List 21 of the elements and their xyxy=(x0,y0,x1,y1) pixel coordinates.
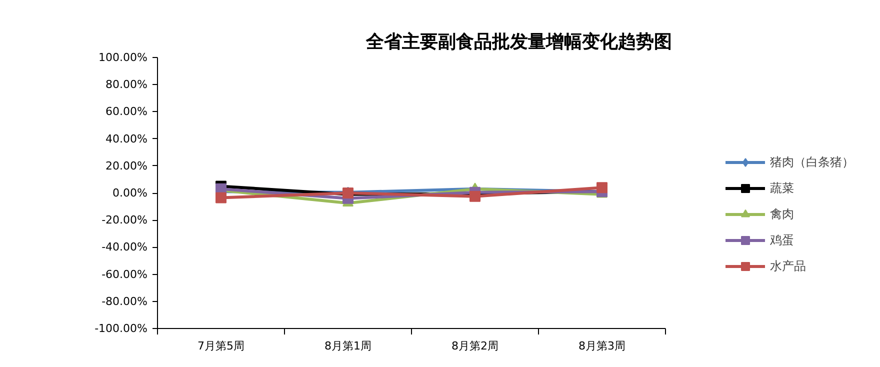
legend-label: 水产品 xyxy=(770,258,806,274)
y-tick-label: -20.00% xyxy=(102,214,148,227)
x-tick-label: 8月第2周 xyxy=(452,340,498,352)
x-tick-label: 7月第5周 xyxy=(198,340,244,352)
y-tick-label: 80.00% xyxy=(106,78,148,92)
y-tick-label: 100.00% xyxy=(98,51,148,64)
legend-label: 禽肉 xyxy=(770,206,794,222)
x-tick-label: 8月第3周 xyxy=(578,340,626,352)
legend-label: 猪肉（白条猪） xyxy=(770,154,854,170)
legend-label: 蔬菜 xyxy=(770,180,794,196)
y-tick-label: -60.00% xyxy=(102,268,148,281)
y-tick-label: -80.00% xyxy=(102,294,148,308)
y-tick-label: -40.00% xyxy=(102,240,148,254)
y-tick-label: -100.00% xyxy=(94,322,148,335)
x-tick-label: 8月第1周 xyxy=(324,340,372,352)
y-tick-label: 60.00% xyxy=(106,105,148,118)
y-tick-label: 40.00% xyxy=(106,132,148,146)
y-tick-label: 20.00% xyxy=(106,159,148,172)
legend-label: 鸡蛋 xyxy=(770,232,794,248)
y-tick-label: 0.00% xyxy=(112,186,148,200)
chart-title: 全省主要副食品批发量增幅变化趋势图 xyxy=(365,32,672,52)
